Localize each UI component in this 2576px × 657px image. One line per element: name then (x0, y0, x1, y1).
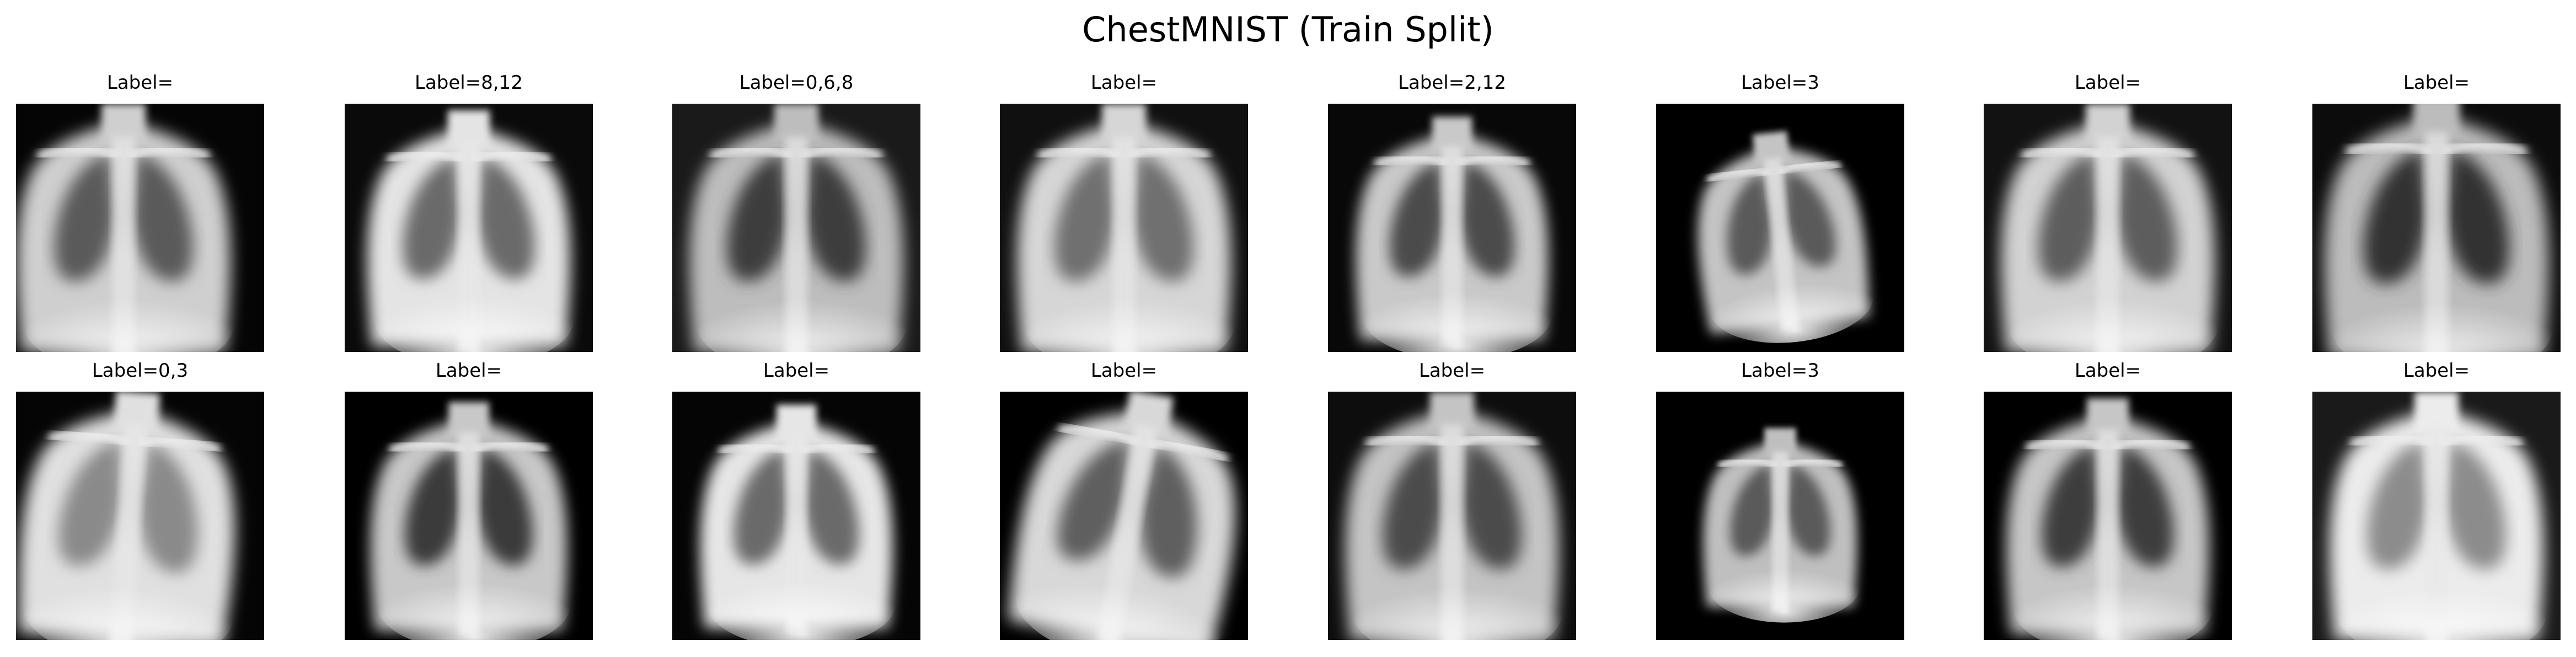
image-label: Label=3 (1741, 360, 1819, 382)
chest-xray-image (2312, 104, 2561, 352)
image-label: Label=2,12 (1398, 72, 1506, 94)
chest-xray-image (1984, 104, 2232, 352)
chest-xray-graphic (1328, 104, 1576, 352)
image-label: Label=3 (1741, 72, 1819, 94)
image-label: Label= (1090, 72, 1158, 94)
chest-xray-graphic (16, 104, 264, 352)
image-panel: Label= (1328, 359, 1576, 647)
image-panel: Label=2,12 (1328, 71, 1576, 359)
image-panel: Label= (1000, 359, 1248, 647)
image-panel: Label= (1984, 359, 2232, 647)
chest-xray-graphic (16, 392, 264, 640)
chest-xray-image (1328, 392, 1576, 640)
chest-xray-image (345, 104, 593, 352)
image-panel: Label=8,12 (345, 71, 593, 359)
figure-title: ChestMNIST (Train Split) (1082, 9, 1494, 50)
image-label: Label= (763, 360, 830, 382)
image-label: Label= (435, 360, 502, 382)
image-panel: Label= (345, 359, 593, 647)
chest-xray-graphic (1984, 392, 2232, 640)
image-panel: Label=0,6,8 (672, 71, 920, 359)
chest-xray-graphic (2312, 104, 2561, 352)
image-panel: Label=3 (1656, 359, 1904, 647)
chest-xray-image (1000, 392, 1248, 640)
chest-xray-graphic (672, 392, 920, 640)
image-panel: Label= (1000, 71, 1248, 359)
chest-xray-graphic (1000, 104, 1248, 352)
image-label: Label= (2403, 72, 2470, 94)
chest-xray-image (1328, 104, 1576, 352)
image-label: Label= (1090, 360, 1158, 382)
image-label: Label= (2074, 72, 2141, 94)
chest-xray-image (1000, 104, 1248, 352)
chest-xray-image (16, 392, 264, 640)
image-label: Label=8,12 (415, 72, 523, 94)
chest-xray-image (1656, 104, 1904, 352)
chest-xray-graphic (2312, 392, 2561, 640)
image-panel: Label= (16, 71, 264, 359)
image-label: Label= (2074, 360, 2141, 382)
image-label: Label=0,3 (92, 360, 189, 382)
chest-xray-graphic (672, 104, 920, 352)
image-label: Label= (1418, 360, 1486, 382)
chest-xray-graphic (1328, 392, 1576, 640)
chest-xray-image (16, 104, 264, 352)
chest-xray-graphic (1656, 104, 1904, 352)
image-label: Label=0,6,8 (739, 72, 854, 94)
image-panel: Label= (1984, 71, 2232, 359)
chest-xray-graphic (1984, 104, 2232, 352)
image-label: Label= (2403, 360, 2470, 382)
image-panel: Label= (2312, 71, 2561, 359)
image-panel: Label= (2312, 359, 2561, 647)
chest-xray-image (672, 392, 920, 640)
image-panel: Label=3 (1656, 71, 1904, 359)
chest-xray-image (1984, 392, 2232, 640)
chest-xray-graphic (345, 104, 593, 352)
image-label: Label= (106, 72, 174, 94)
chest-xray-image (1656, 392, 1904, 640)
chest-xray-graphic (345, 392, 593, 640)
image-panel: Label=0,3 (16, 359, 264, 647)
chest-xray-image (345, 392, 593, 640)
chest-xray-image (2312, 392, 2561, 640)
chest-xray-graphic (1656, 392, 1904, 640)
chest-xray-image (672, 104, 920, 352)
image-panel: Label= (672, 359, 920, 647)
chest-xray-graphic (1000, 392, 1248, 640)
